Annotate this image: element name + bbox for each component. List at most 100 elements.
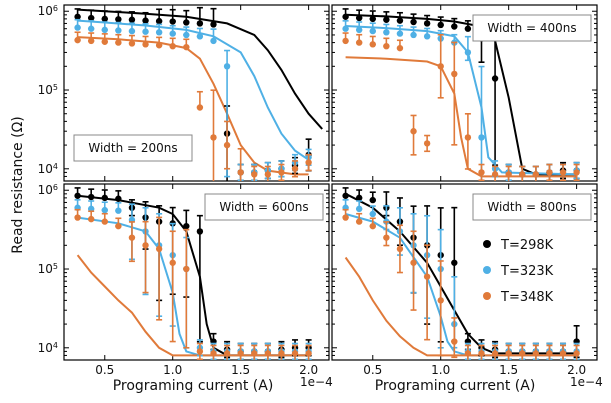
plot-area bbox=[74, 187, 312, 360]
data-point-T348 bbox=[423, 140, 431, 147]
data-point-T348 bbox=[532, 350, 540, 357]
data-point-T298 bbox=[369, 196, 376, 204]
y-tick-label: 105 bbox=[38, 83, 58, 98]
data-point-T323 bbox=[396, 30, 404, 37]
legend-label-T323: T=323K bbox=[500, 264, 554, 279]
data-point-T348 bbox=[410, 128, 417, 135]
data-point-T348 bbox=[74, 214, 81, 221]
data-point-T348 bbox=[210, 350, 217, 357]
data-point-T348 bbox=[210, 134, 217, 141]
data-point-T348 bbox=[128, 40, 136, 47]
data-point-T298 bbox=[451, 23, 458, 30]
x-axis-label-left: Programing current (A) bbox=[113, 378, 274, 394]
x-tick-label: 2.0 bbox=[299, 363, 318, 377]
data-point-T298 bbox=[115, 195, 122, 202]
data-point-T298 bbox=[169, 18, 176, 25]
annotation-text: Width = 400ns bbox=[487, 21, 576, 35]
data-point-T323 bbox=[410, 31, 417, 39]
data-point-T348 bbox=[519, 171, 526, 178]
data-point-T348 bbox=[464, 134, 472, 141]
data-point-T348 bbox=[223, 350, 231, 357]
data-point-T348 bbox=[291, 350, 299, 357]
data-point-T348 bbox=[559, 350, 567, 357]
data-point-T323 bbox=[115, 27, 122, 34]
data-point-T348 bbox=[519, 350, 526, 357]
x-offset-label-right: 1e−4 bbox=[570, 375, 603, 389]
legend-label-T348: T=348K bbox=[500, 290, 554, 305]
data-point-T348 bbox=[305, 350, 312, 357]
data-point-T323 bbox=[183, 31, 190, 39]
data-point-T348 bbox=[478, 169, 485, 176]
data-point-T298 bbox=[142, 17, 149, 24]
data-point-T348 bbox=[291, 165, 299, 172]
annotation-text: Width = 200ns bbox=[88, 141, 177, 155]
data-point-T348 bbox=[74, 36, 81, 44]
data-point-T348 bbox=[87, 215, 95, 223]
y-tick-label: 105 bbox=[38, 262, 58, 277]
annotation-box bbox=[472, 193, 592, 221]
data-point-T348 bbox=[396, 44, 404, 52]
data-point-T298 bbox=[410, 18, 417, 26]
data-point-T348 bbox=[437, 297, 444, 304]
data-point-T298 bbox=[87, 14, 95, 22]
data-point-T348 bbox=[410, 259, 417, 266]
data-point-T348 bbox=[142, 242, 149, 249]
data-point-T298 bbox=[369, 15, 376, 23]
data-point-T348 bbox=[342, 37, 349, 45]
data-point-T348 bbox=[573, 350, 580, 357]
data-point-T298 bbox=[423, 20, 431, 27]
data-point-T298 bbox=[74, 13, 81, 20]
data-point-T348 bbox=[451, 338, 458, 345]
data-point-T348 bbox=[491, 171, 499, 178]
data-point-T348 bbox=[101, 218, 108, 225]
data-point-T348 bbox=[115, 39, 122, 46]
data-point-T348 bbox=[305, 159, 312, 166]
data-point-T348 bbox=[573, 169, 580, 176]
data-point-T348 bbox=[559, 169, 567, 176]
model-curve-T348 bbox=[77, 36, 309, 176]
data-point-T298 bbox=[342, 13, 349, 20]
data-point-T323 bbox=[155, 29, 163, 36]
annotation-box bbox=[73, 134, 193, 162]
data-point-T323 bbox=[369, 210, 376, 218]
x-tick-label: 0.5 bbox=[363, 363, 382, 377]
y-tick-label: 104 bbox=[38, 161, 58, 176]
data-point-T348 bbox=[196, 348, 204, 355]
annotation-text: Width = 600ns bbox=[219, 200, 308, 214]
data-point-T348 bbox=[451, 70, 458, 78]
x-tick-label: 1.0 bbox=[163, 363, 182, 377]
data-point-T298 bbox=[183, 222, 190, 230]
plot-area bbox=[342, 187, 580, 360]
data-point-T323 bbox=[74, 24, 81, 31]
model-curve-T348 bbox=[76, 254, 309, 357]
data-point-T348 bbox=[251, 350, 258, 357]
data-point-T298 bbox=[210, 21, 217, 28]
data-point-T298 bbox=[491, 75, 499, 82]
data-point-T323 bbox=[355, 205, 363, 213]
data-point-T348 bbox=[491, 350, 499, 357]
data-point-T323 bbox=[115, 207, 122, 214]
data-point-T298 bbox=[396, 17, 404, 24]
data-point-T348 bbox=[196, 104, 204, 111]
data-point-T298 bbox=[155, 17, 163, 25]
data-point-T348 bbox=[237, 350, 244, 357]
data-point-T348 bbox=[437, 63, 444, 70]
x-tick-label: 1.0 bbox=[431, 363, 450, 377]
data-point-T298 bbox=[383, 16, 390, 23]
data-point-T298 bbox=[101, 15, 108, 23]
data-point-T348 bbox=[342, 214, 349, 221]
x-tick-label: 0.5 bbox=[95, 363, 114, 377]
data-point-T348 bbox=[155, 42, 163, 49]
data-point-T348 bbox=[115, 222, 122, 230]
data-point-T323 bbox=[369, 27, 376, 35]
data-point-T348 bbox=[505, 350, 512, 357]
data-point-T323 bbox=[169, 30, 176, 37]
data-point-T298 bbox=[355, 194, 363, 202]
chart-panel-width-400ns: Width = 400ns bbox=[331, 4, 598, 182]
data-point-T323 bbox=[355, 26, 363, 34]
data-point-T323 bbox=[423, 33, 431, 40]
data-point-T323 bbox=[342, 25, 349, 32]
data-point-T348 bbox=[278, 350, 285, 357]
data-point-T323 bbox=[223, 63, 231, 70]
